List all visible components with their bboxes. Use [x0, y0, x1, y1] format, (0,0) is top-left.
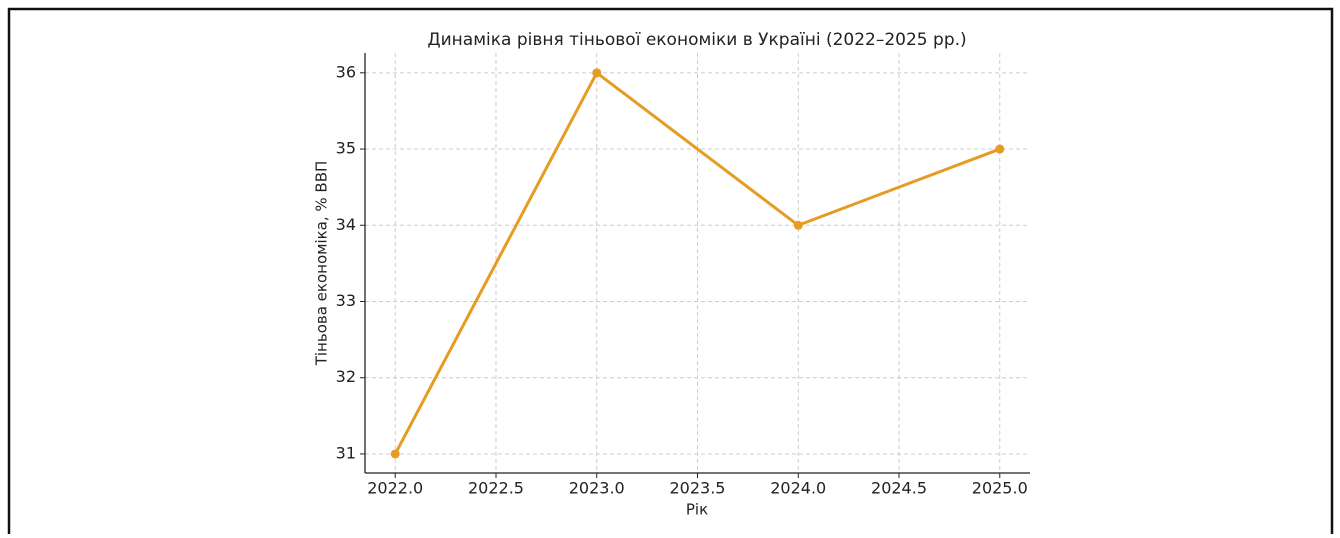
x-tick-label: 2022.0	[367, 479, 423, 498]
point	[390, 449, 400, 459]
point	[592, 68, 602, 78]
point	[793, 220, 803, 230]
y-tick-label: 31	[336, 443, 356, 462]
chart-title: Динаміка рівня тіньової економіки в Укра…	[427, 30, 966, 50]
y-tick-label: 32	[336, 367, 356, 386]
point	[995, 144, 1005, 154]
y-tick-label: 36	[336, 62, 356, 81]
y-axis-label: Тіньова економіка, % ВВП	[313, 161, 331, 367]
y-tick-label: 34	[336, 215, 356, 234]
x-tick-label: 2023.5	[670, 479, 726, 498]
x-tick-label: 2022.5	[468, 479, 524, 498]
frame	[7, 7, 1334, 534]
x-tick-label: 2024.5	[871, 479, 927, 498]
x-tick-label: 2023.0	[569, 479, 625, 498]
line	[393, 71, 1001, 455]
x-tick-label: 2024.0	[770, 479, 826, 498]
x-tick-label: 2025.0	[972, 479, 1028, 498]
x-axis-label: Рік	[686, 501, 708, 519]
y-tick-label: 35	[336, 139, 356, 158]
y-tick-label: 33	[336, 291, 356, 310]
